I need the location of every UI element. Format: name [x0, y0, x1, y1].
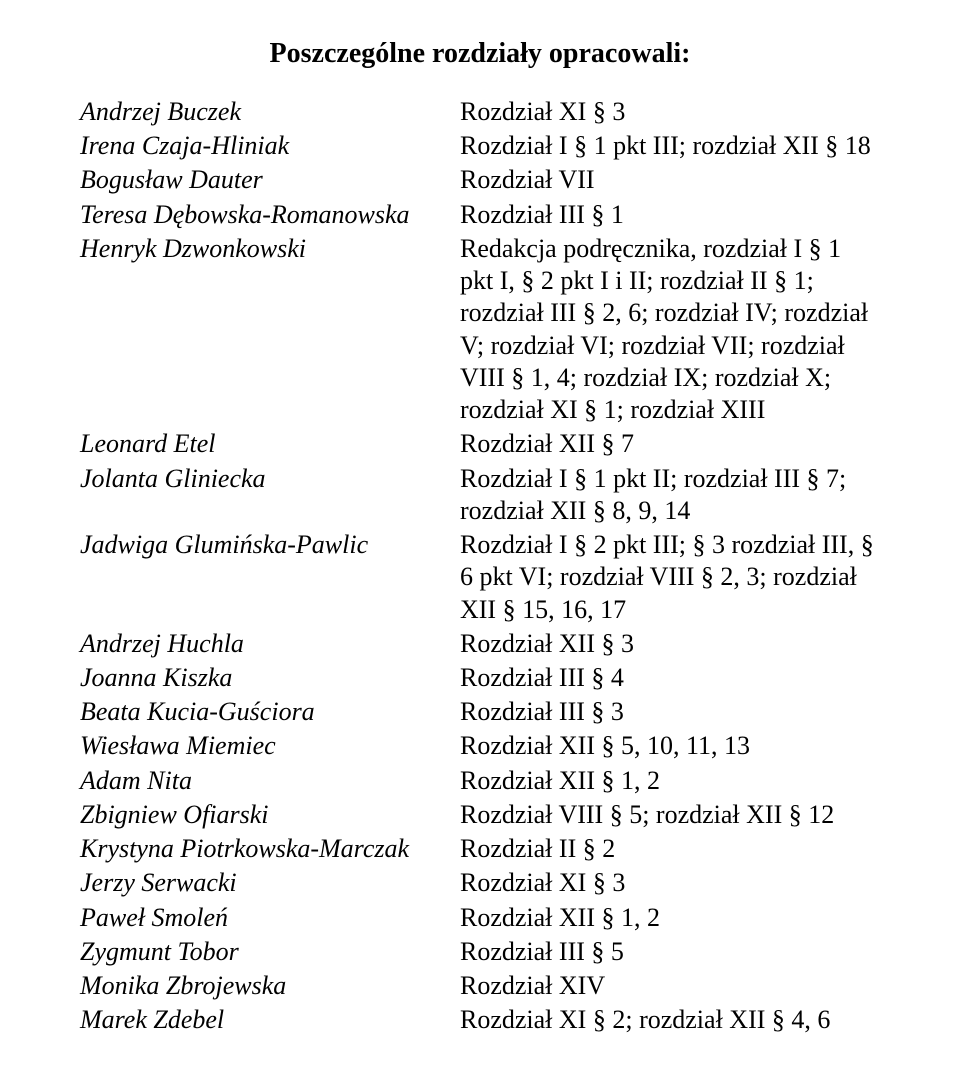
author-name: Jadwiga Glumińska-Pawlic: [80, 529, 460, 561]
entry-row: Andrzej BuczekRozdział XI § 3: [80, 96, 880, 128]
author-name: Paweł Smoleń: [80, 902, 460, 934]
author-name: Krystyna Piotrkowska-Marczak: [80, 833, 460, 865]
author-name: Zygmunt Tobor: [80, 936, 460, 968]
author-name: Andrzej Huchla: [80, 628, 460, 660]
contribution-text: Rozdział I § 2 pkt III; § 3 rozdział III…: [460, 529, 880, 626]
entry-row: Marek ZdebelRozdział XI § 2; rozdział XI…: [80, 1004, 880, 1036]
contribution-text: Rozdział XI § 2; rozdział XII § 4, 6: [460, 1004, 880, 1036]
contribution-text: Rozdział XII § 7: [460, 428, 880, 460]
contribution-text: Rozdział III § 3: [460, 696, 880, 728]
page: Poszczególne rozdziały opracowali: Andrz…: [0, 0, 960, 1079]
entry-row: Joanna KiszkaRozdział III § 4: [80, 662, 880, 694]
contribution-text: Rozdział I § 1 pkt II; rozdział III § 7;…: [460, 463, 880, 527]
entry-row: Monika ZbrojewskaRozdział XIV: [80, 970, 880, 1002]
author-name: Wiesława Miemiec: [80, 730, 460, 762]
author-name: Adam Nita: [80, 765, 460, 797]
author-name: Andrzej Buczek: [80, 96, 460, 128]
entry-row: Henryk DzwonkowskiRedakcja podręcznika, …: [80, 233, 880, 426]
contribution-text: Rozdział XIV: [460, 970, 880, 1002]
contribution-text: Redakcja podręcznika, rozdział I § 1 pkt…: [460, 233, 880, 426]
contribution-text: Rozdział II § 2: [460, 833, 880, 865]
entry-row: Paweł SmoleńRozdział XII § 1, 2: [80, 902, 880, 934]
contribution-text: Rozdział VII: [460, 164, 880, 196]
author-name: Beata Kucia-Guściora: [80, 696, 460, 728]
author-name: Henryk Dzwonkowski: [80, 233, 460, 265]
author-name: Jerzy Serwacki: [80, 867, 460, 899]
entries-list: Andrzej BuczekRozdział XI § 3Irena Czaja…: [80, 96, 880, 1037]
entry-row: Jadwiga Glumińska-PawlicRozdział I § 2 p…: [80, 529, 880, 626]
contribution-text: Rozdział III § 5: [460, 936, 880, 968]
entry-row: Teresa Dębowska-RomanowskaRozdział III §…: [80, 199, 880, 231]
contribution-text: Rozdział XII § 1, 2: [460, 902, 880, 934]
entry-row: Zbigniew OfiarskiRozdział VIII § 5; rozd…: [80, 799, 880, 831]
contribution-text: Rozdział III § 1: [460, 199, 880, 231]
author-name: Marek Zdebel: [80, 1004, 460, 1036]
author-name: Irena Czaja-Hliniak: [80, 130, 460, 162]
contribution-text: Rozdział XII § 3: [460, 628, 880, 660]
contribution-text: Rozdział III § 4: [460, 662, 880, 694]
contribution-text: Rozdział XII § 5, 10, 11, 13: [460, 730, 880, 762]
entry-row: Leonard EtelRozdział XII § 7: [80, 428, 880, 460]
entry-row: Wiesława MiemiecRozdział XII § 5, 10, 11…: [80, 730, 880, 762]
contribution-text: Rozdział VIII § 5; rozdział XII § 12: [460, 799, 880, 831]
entry-row: Krystyna Piotrkowska-MarczakRozdział II …: [80, 833, 880, 865]
author-name: Teresa Dębowska-Romanowska: [80, 199, 460, 231]
entry-row: Jolanta GlinieckaRozdział I § 1 pkt II; …: [80, 463, 880, 527]
contribution-text: Rozdział I § 1 pkt III; rozdział XII § 1…: [460, 130, 880, 162]
contribution-text: Rozdział XII § 1, 2: [460, 765, 880, 797]
contribution-text: Rozdział XI § 3: [460, 96, 880, 128]
author-name: Monika Zbrojewska: [80, 970, 460, 1002]
contribution-text: Rozdział XI § 3: [460, 867, 880, 899]
entry-row: Zygmunt ToborRozdział III § 5: [80, 936, 880, 968]
author-name: Bogusław Dauter: [80, 164, 460, 196]
entry-row: Adam NitaRozdział XII § 1, 2: [80, 765, 880, 797]
author-name: Jolanta Gliniecka: [80, 463, 460, 495]
author-name: Zbigniew Ofiarski: [80, 799, 460, 831]
entry-row: Andrzej HuchlaRozdział XII § 3: [80, 628, 880, 660]
entry-row: Irena Czaja-HliniakRozdział I § 1 pkt II…: [80, 130, 880, 162]
author-name: Joanna Kiszka: [80, 662, 460, 694]
author-name: Leonard Etel: [80, 428, 460, 460]
entry-row: Jerzy SerwackiRozdział XI § 3: [80, 867, 880, 899]
page-title: Poszczególne rozdziały opracowali:: [80, 38, 880, 70]
entry-row: Beata Kucia-GuścioraRozdział III § 3: [80, 696, 880, 728]
entry-row: Bogusław DauterRozdział VII: [80, 164, 880, 196]
